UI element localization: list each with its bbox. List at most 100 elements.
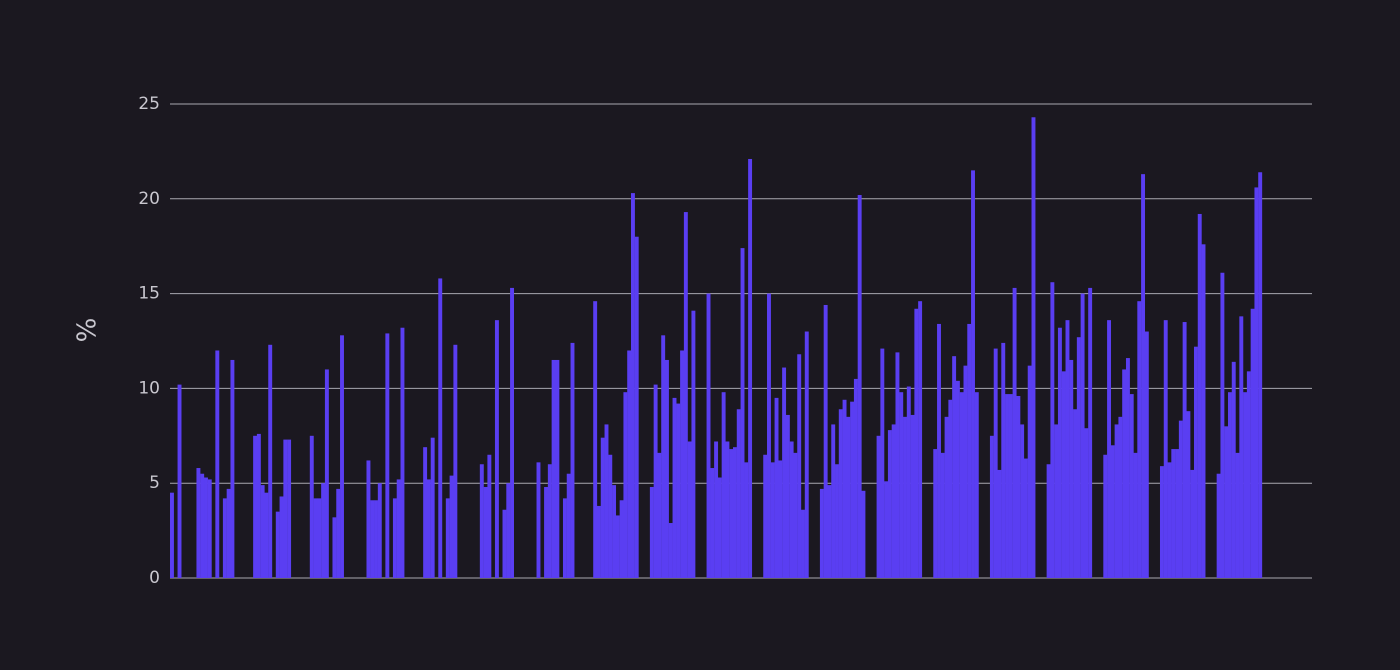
bar — [596, 505, 601, 578]
bar — [721, 392, 726, 578]
bar — [967, 323, 972, 578]
bar — [536, 462, 541, 578]
bar — [615, 515, 620, 578]
bar — [1220, 272, 1225, 578]
bar — [725, 441, 730, 578]
bar — [1193, 346, 1198, 578]
bar — [959, 392, 964, 578]
bar — [876, 435, 881, 578]
bar — [899, 392, 904, 578]
bar — [566, 473, 571, 578]
bar — [551, 359, 556, 578]
y-tick-label: 25 — [138, 94, 160, 114]
bar — [1046, 464, 1051, 578]
bar — [510, 287, 514, 578]
bar — [600, 437, 605, 578]
bar — [634, 236, 639, 578]
bar — [377, 483, 382, 578]
bar — [838, 409, 843, 578]
bar — [1133, 452, 1138, 578]
bar — [971, 170, 975, 579]
bar — [256, 433, 261, 578]
bar — [623, 392, 628, 578]
bar — [321, 483, 326, 578]
bar — [1227, 392, 1232, 578]
bar — [1190, 469, 1195, 578]
bar — [226, 488, 231, 578]
y-tick-label: 0 — [149, 568, 160, 588]
bar — [880, 348, 885, 578]
bar — [918, 301, 923, 578]
bar — [438, 278, 443, 578]
bar — [230, 359, 235, 578]
bar — [664, 359, 669, 578]
bar — [1167, 462, 1172, 578]
bar — [370, 500, 375, 578]
bar — [974, 392, 979, 578]
bar — [340, 335, 344, 578]
bar — [1201, 244, 1206, 578]
bar — [729, 449, 734, 578]
bar — [423, 447, 428, 578]
bar — [672, 397, 677, 578]
y-tick-label: 20 — [138, 189, 160, 209]
bar — [268, 344, 273, 578]
bar — [1057, 327, 1062, 578]
bar — [1197, 213, 1202, 578]
bar — [906, 386, 911, 578]
bar — [196, 468, 201, 578]
bar — [680, 350, 685, 578]
bar — [819, 488, 824, 578]
bar — [1061, 371, 1066, 578]
bar — [952, 356, 957, 578]
bar — [1137, 301, 1142, 578]
bar — [1171, 449, 1176, 578]
bar — [1065, 320, 1070, 578]
bar — [1178, 420, 1183, 578]
bar — [547, 464, 552, 578]
bar — [1122, 369, 1127, 578]
bar — [1076, 337, 1081, 578]
bar — [1001, 342, 1006, 578]
bar — [891, 424, 896, 578]
bar — [846, 416, 851, 578]
bar — [1141, 174, 1146, 579]
bar — [215, 350, 220, 578]
bar — [687, 441, 692, 578]
bar — [785, 414, 790, 578]
bar — [884, 481, 889, 578]
bar — [222, 498, 227, 578]
bar — [850, 401, 855, 578]
bar — [831, 424, 836, 578]
y-axis-label: % — [73, 318, 103, 343]
bar — [861, 490, 866, 578]
bar — [989, 435, 994, 578]
bar — [494, 320, 499, 578]
bar — [502, 509, 507, 578]
bar — [963, 365, 968, 578]
bar — [309, 435, 314, 578]
y-tick-label: 10 — [138, 378, 160, 398]
bar — [430, 437, 435, 578]
bar — [661, 335, 666, 578]
bar — [714, 441, 719, 578]
bar — [483, 486, 488, 578]
bar — [691, 310, 696, 578]
bar — [940, 452, 945, 578]
bar — [1186, 411, 1191, 578]
bar — [562, 498, 567, 578]
bar — [853, 378, 858, 578]
bar — [336, 488, 341, 578]
bar — [313, 498, 318, 578]
bar — [593, 301, 598, 578]
bar — [748, 158, 753, 578]
bar — [770, 462, 775, 578]
bar — [827, 485, 832, 578]
bar — [1235, 452, 1240, 578]
bar — [1125, 358, 1130, 578]
bar — [1254, 187, 1259, 578]
bar — [804, 331, 809, 578]
bar — [1084, 428, 1089, 578]
bar — [555, 359, 560, 578]
